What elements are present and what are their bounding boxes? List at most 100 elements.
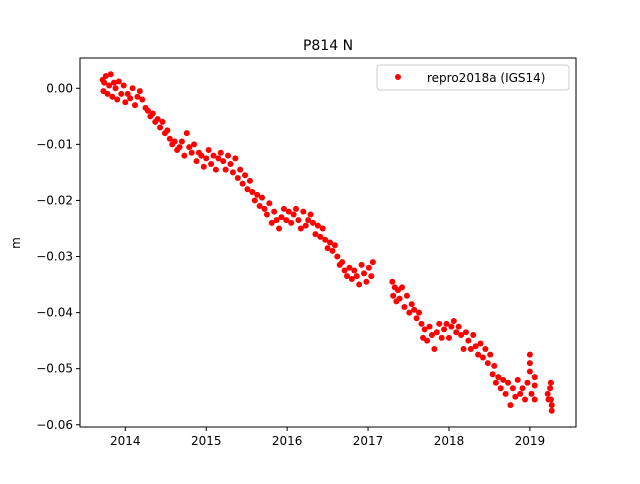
data-point [154, 116, 161, 123]
data-point [502, 390, 509, 397]
data-point [470, 332, 477, 339]
data-point [460, 346, 467, 353]
data-point [212, 166, 219, 173]
data-point [477, 340, 484, 347]
data-point [526, 368, 533, 375]
data-point [249, 189, 256, 196]
data-point [492, 379, 499, 386]
data-point [229, 169, 236, 176]
data-point [293, 205, 300, 212]
data-point [285, 208, 292, 215]
data-point [203, 155, 210, 162]
data-point [144, 107, 151, 114]
data-point [544, 390, 551, 397]
y-tick-label: −0.03 [36, 250, 73, 264]
data-point [234, 175, 241, 182]
data-point [408, 301, 415, 308]
data-point [356, 281, 363, 288]
data-point [548, 402, 555, 409]
data-point [225, 152, 232, 159]
data-point [519, 385, 526, 392]
data-point [433, 329, 440, 336]
data-point [531, 396, 538, 403]
data-point [418, 320, 425, 327]
data-point [136, 88, 143, 95]
data-point [176, 144, 183, 151]
data-point [467, 346, 474, 353]
data-point [139, 96, 146, 103]
data-point [531, 382, 538, 389]
data-point [512, 393, 519, 400]
data-point [489, 371, 496, 378]
data-point [220, 158, 227, 165]
data-point [344, 273, 351, 280]
data-point [191, 141, 198, 148]
data-point [348, 275, 355, 282]
x-tick-label: 2015 [191, 434, 222, 448]
data-point [507, 402, 514, 409]
y-axis-ticks: 0.00 −0.01 −0.02 −0.03 −0.04 −0.05 −0.06 [36, 81, 80, 432]
data-point [118, 90, 125, 97]
data-point [322, 236, 329, 243]
data-point [271, 208, 278, 215]
data-point [295, 217, 302, 224]
data-point [413, 315, 420, 322]
data-point [339, 259, 346, 266]
data-point [399, 284, 406, 291]
data-point [465, 337, 472, 344]
data-point [462, 329, 469, 336]
chart-title: P814 N [303, 38, 353, 54]
data-point [302, 222, 309, 229]
data-point [115, 78, 122, 85]
data-point [256, 203, 263, 210]
data-point [528, 390, 535, 397]
data-point [310, 219, 317, 226]
data-point [455, 323, 462, 330]
x-tick-label: 2014 [110, 434, 141, 448]
data-point [266, 200, 273, 207]
data-point [307, 211, 314, 218]
data-point [290, 211, 297, 218]
data-point [215, 155, 222, 162]
data-point [353, 273, 360, 280]
data-point [129, 85, 136, 92]
y-tick-label: −0.01 [36, 137, 73, 151]
legend: repro2018a (IGS14) [376, 64, 570, 91]
data-point [164, 127, 171, 134]
data-point [411, 306, 418, 313]
data-point [365, 264, 372, 271]
data-point [484, 360, 491, 367]
data-point [200, 163, 207, 170]
data-point [132, 102, 139, 109]
data-point [276, 225, 283, 232]
data-point [482, 346, 489, 353]
data-point [149, 110, 156, 117]
data-point [227, 160, 234, 167]
data-point [526, 351, 533, 358]
data-point [547, 385, 554, 392]
data-point [514, 376, 521, 383]
data-point [159, 118, 166, 125]
data-point [317, 233, 324, 240]
y-tick-label: −0.04 [36, 306, 73, 320]
data-point [443, 320, 450, 327]
data-point [127, 95, 134, 102]
legend-marker [395, 74, 401, 80]
y-tick-label: 0.00 [46, 81, 73, 95]
x-tick-label: 2019 [515, 434, 546, 448]
data-point [186, 144, 193, 151]
data-point [331, 242, 338, 249]
data-point [547, 379, 554, 386]
data-point [261, 205, 268, 212]
data-point [314, 222, 321, 229]
data-point [251, 197, 258, 204]
data-point [448, 323, 455, 330]
data-point [109, 93, 116, 100]
data-point [181, 152, 188, 159]
data-point [244, 186, 251, 193]
data-point [222, 166, 229, 173]
data-point [242, 172, 249, 179]
x-tick-label: 2016 [272, 434, 303, 448]
data-point [334, 253, 341, 260]
